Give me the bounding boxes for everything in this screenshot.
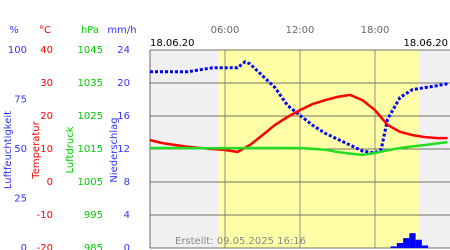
axis-unit: %	[9, 25, 19, 36]
precip-bar	[421, 245, 429, 248]
precip-bar	[403, 238, 410, 248]
y-tick-label: 16	[117, 111, 130, 122]
y-tick-label: 1035	[78, 78, 103, 89]
series-label: Luftdruck	[65, 126, 76, 173]
y-tick-label: 25	[14, 194, 27, 205]
y-tick-label: 0	[124, 243, 130, 250]
y-tick-label: 8	[124, 177, 130, 188]
y-tick-label: -20	[37, 243, 53, 250]
precip-bar	[415, 239, 422, 248]
y-tick-label: 1045	[78, 45, 103, 56]
y-tick-label: 24	[117, 45, 130, 56]
y-tick-label: 0	[47, 177, 53, 188]
y-tick-label: 30	[40, 78, 53, 89]
series-label: Temperatur	[31, 120, 42, 179]
y-tick-label: 1005	[78, 177, 103, 188]
axis-unit: hPa	[81, 25, 99, 36]
precip-bar	[409, 233, 416, 248]
y-tick-label: 50	[14, 144, 27, 155]
y-tick-label: 20	[117, 78, 130, 89]
series-label: Niederschlag	[109, 117, 120, 182]
y-tick-label: 20	[40, 111, 53, 122]
series-line	[150, 140, 448, 157]
series-label: Luftfeuchtigkeit	[3, 111, 14, 189]
y-tick-label: 995	[84, 210, 103, 221]
x-tick-label: 06:00	[211, 25, 240, 36]
y-tick-label: 1025	[78, 111, 103, 122]
precip-bar	[396, 243, 404, 248]
y-tick-label: 985	[84, 243, 103, 250]
axis-unit: mm/h	[107, 25, 136, 36]
y-tick-label: 10	[40, 144, 53, 155]
y-tick-label: 4	[124, 210, 130, 221]
x-tick-label: 18:00	[361, 25, 390, 36]
footer: Erstellt: 09.05.2025 16:16	[175, 236, 306, 247]
y-tick-label: 1015	[78, 144, 103, 155]
y-tick-label: 0	[21, 243, 27, 250]
x-tick-label: 12:00	[286, 25, 315, 36]
y-tick-label: 40	[40, 45, 53, 56]
date-left: 18.06.20	[150, 38, 195, 49]
y-tick-label: 12	[117, 144, 130, 155]
y-tick-label: 100	[8, 45, 27, 56]
axis-unit: °C	[39, 25, 51, 36]
y-tick-label: 75	[14, 95, 27, 106]
y-tick-label: -10	[37, 210, 53, 221]
date-right: 18.06.20	[403, 38, 448, 49]
precip-bar	[390, 246, 397, 248]
